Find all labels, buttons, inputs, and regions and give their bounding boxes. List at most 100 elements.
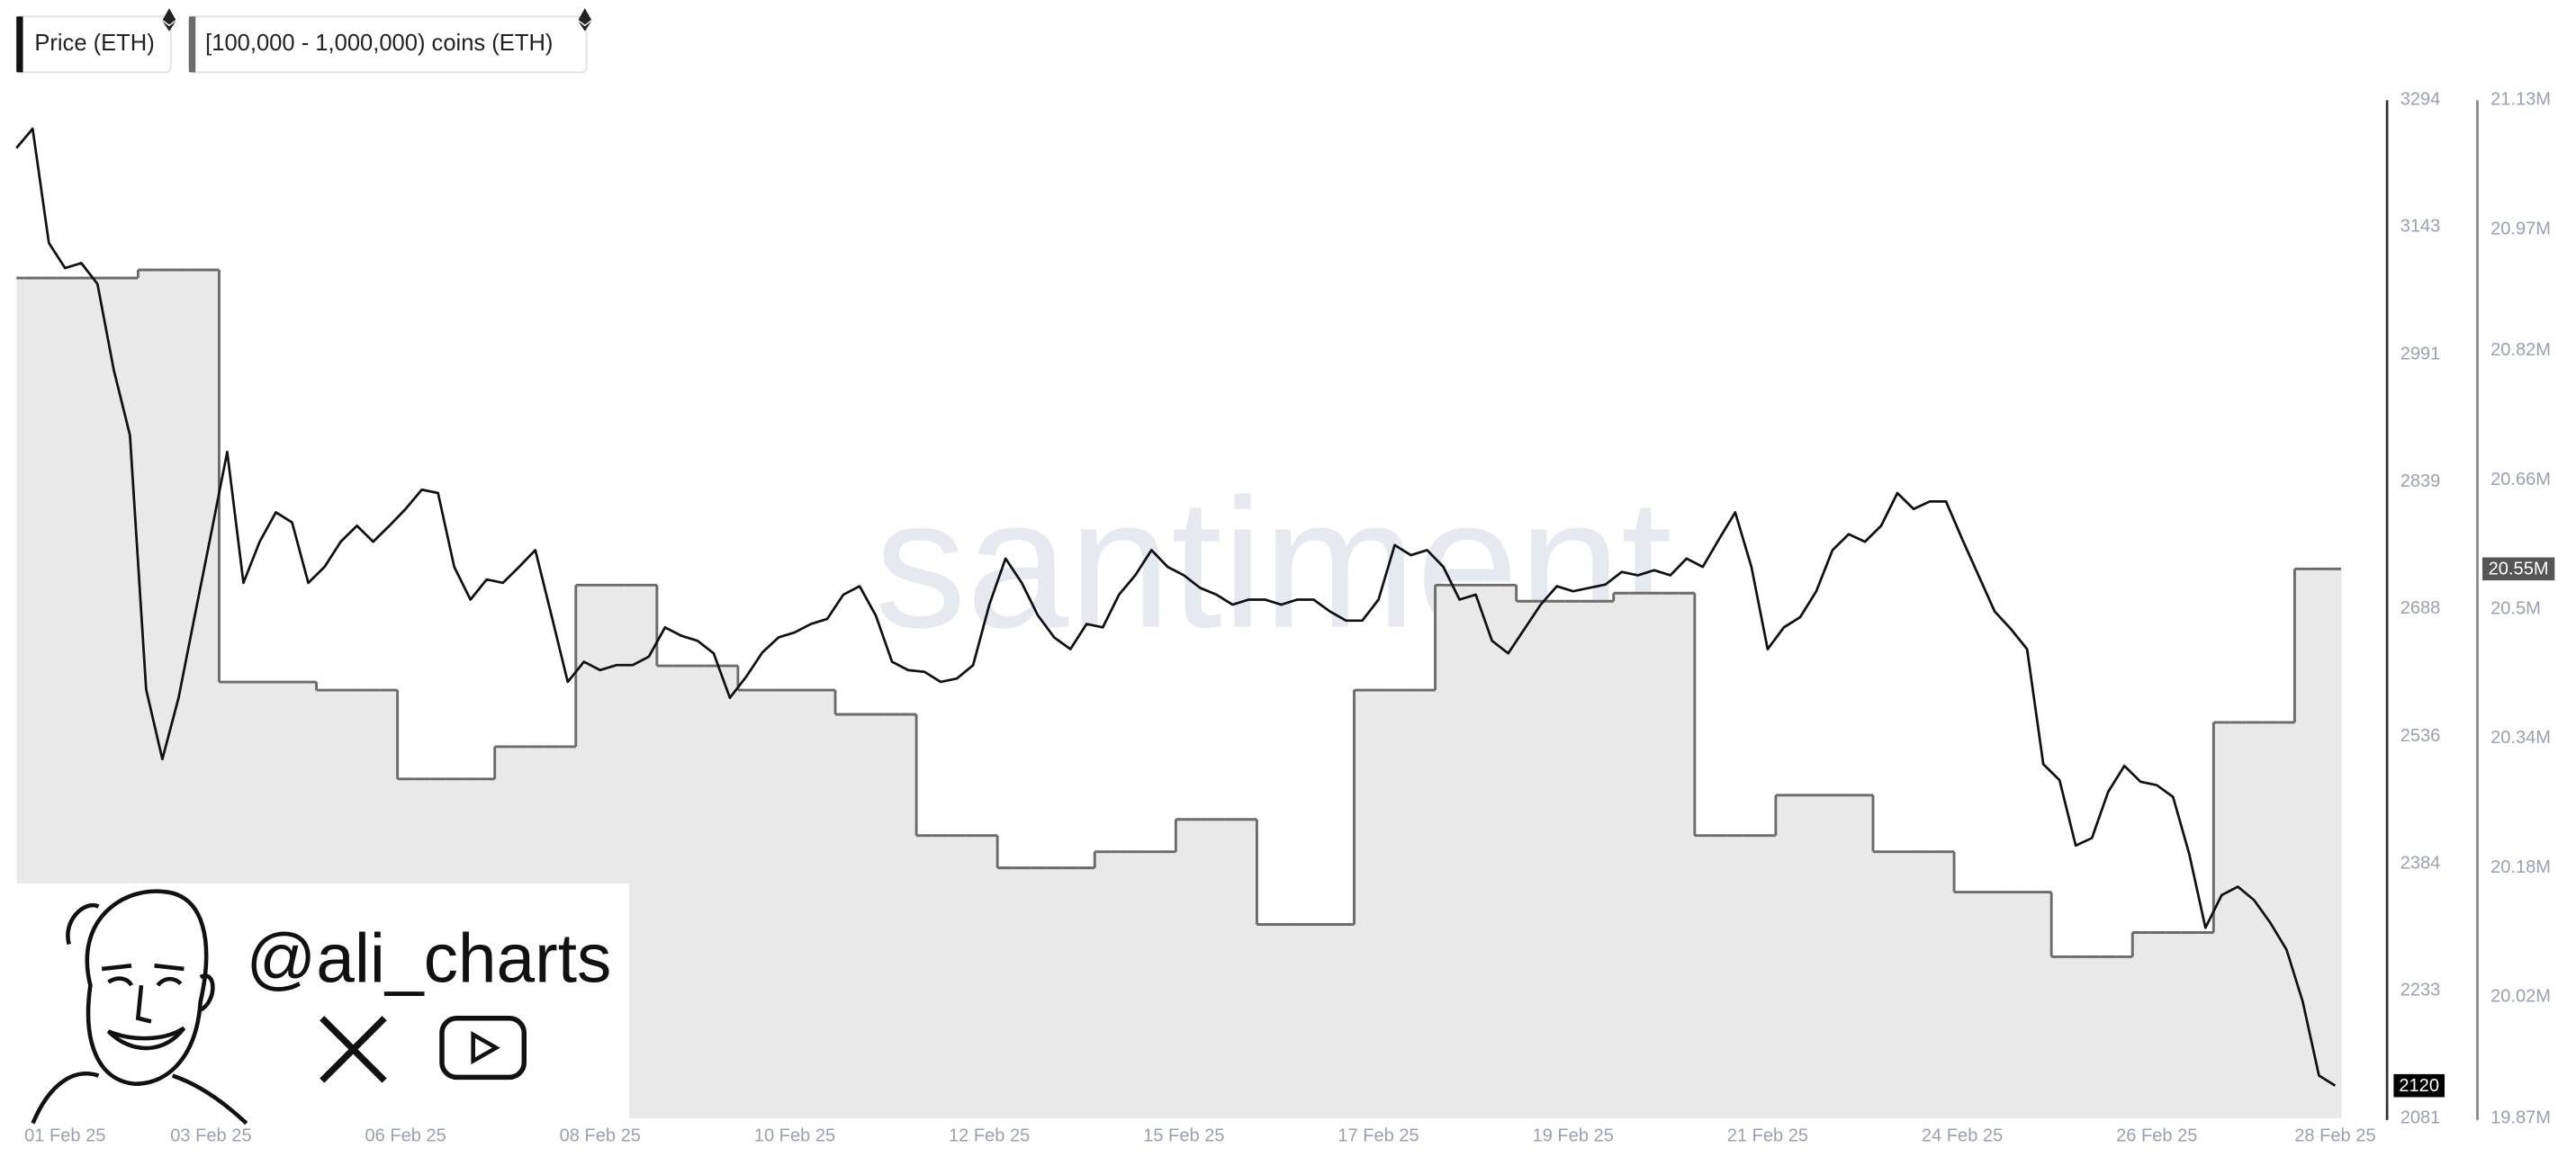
area-segment [981,835,998,1119]
area-segment [1905,851,1923,1119]
y-tick-label: 2233 [2400,981,2441,1000]
area-segment [1143,851,1161,1119]
area-segment [932,835,950,1119]
current-value-badge [2481,557,2555,581]
area-segment [2310,569,2328,1119]
y2-tick-label: 20.97M [2490,219,2551,238]
area-segment [2035,892,2052,1119]
area-segment [2181,932,2199,1119]
area-segment [1289,924,1307,1119]
y2-tick-label: 20.5M [2490,599,2541,619]
area-segment [2067,956,2085,1119]
area-segment [1305,924,1323,1119]
area-segment [1111,851,1129,1119]
area-segment [1938,851,1955,1119]
area-segment [2003,892,2020,1119]
y-tick-label: 2536 [2400,726,2441,746]
area-segment [689,666,707,1119]
area-segment [1078,867,1095,1119]
area-segment [1483,585,1501,1119]
y2-tick-label: 20.34M [2490,728,2551,748]
area-segment [16,277,25,1119]
youtube-logo[interactable] [439,1015,527,1081]
area-segment [1597,601,1615,1119]
x-logo[interactable] [320,1016,387,1083]
area-segment [949,835,966,1119]
area-segment [1726,835,1744,1119]
y2-tick-label: 20.82M [2490,340,2551,360]
area-segment [737,690,755,1119]
area-segment [1419,690,1437,1119]
x-tick-label: 12 Feb 25 [949,1126,1030,1145]
legend: Price (ETH) [100,000 - 1,000,000) coins … [15,8,592,74]
area-segment [656,666,674,1119]
x-tick-label: 24 Feb 25 [1922,1126,2003,1145]
area-segment [1662,593,1680,1119]
area-segment [1094,851,1112,1119]
area-segment [1564,601,1582,1119]
area-segment [721,666,739,1119]
y-tick-label: 2688 [2400,598,2441,618]
x-tick-label: 06 Feb 25 [365,1126,446,1145]
area-segment [1127,851,1145,1119]
area-segment [1256,924,1274,1119]
x-tick-label: 26 Feb 25 [2116,1126,2197,1145]
area-segment [819,690,836,1119]
area-segment [1873,851,1890,1119]
area-segment [1192,819,1210,1119]
y-tick-label: 2839 [2400,471,2441,491]
area-segment [1678,593,1696,1119]
x-tick-label: 08 Feb 25 [560,1126,641,1145]
x-tick-label: 10 Feb 25 [754,1126,835,1145]
area-segment [1759,835,1777,1119]
price-line [15,127,2337,1087]
area-segment [2197,932,2215,1119]
y-tick-label: 3143 [2400,217,2441,237]
y2-tick-label: 20.02M [2490,987,2551,1007]
area-segment [1321,924,1339,1119]
area-segment [1386,690,1404,1119]
y2-tick-label: 20.18M [2490,857,2551,877]
area-segment [2278,722,2296,1119]
area-segment [753,690,771,1119]
area-segment [2116,956,2133,1119]
area-segment [997,867,1014,1119]
badges: 2120 20.55M [2393,557,2555,1098]
area-segment [2019,892,2036,1119]
area-segment [1581,601,1599,1119]
area-segment [2246,722,2264,1119]
area-segment [2051,956,2068,1119]
area-segment [965,835,982,1119]
x-tick-label: 03 Feb 25 [170,1126,251,1145]
current-value-label: 2120 [2399,1076,2439,1096]
area-segment [1613,593,1631,1119]
area-segment [640,585,658,1119]
area-segment [1435,585,1453,1119]
x-tick-label: 19 Feb 25 [1533,1126,1614,1145]
area-segment [1791,794,1809,1119]
eth-icon [162,8,176,31]
area-segment [2084,956,2101,1119]
area-segment [1370,690,1388,1119]
area-segment [802,690,820,1119]
area-segment [1500,585,1518,1119]
current-value-badge [2393,1073,2445,1098]
area-segment [1062,867,1079,1119]
overlay-box [16,883,630,1124]
area-segment [2132,932,2149,1119]
area-segment [1013,867,1031,1119]
legend-label: Price (ETH) [34,31,154,56]
area-segment [1889,851,1906,1119]
area-segment [2229,722,2247,1119]
area-segment [1986,892,2004,1119]
area-segment [1856,794,1874,1119]
area-segment [2148,932,2166,1119]
area-segment [705,666,723,1119]
area-segment [1629,593,1647,1119]
area-segment [1824,794,1842,1119]
legend-item-box[interactable] [15,15,172,74]
area-segment [1807,794,1825,1119]
area-segment [1175,819,1193,1119]
area-segment [1046,867,1063,1119]
